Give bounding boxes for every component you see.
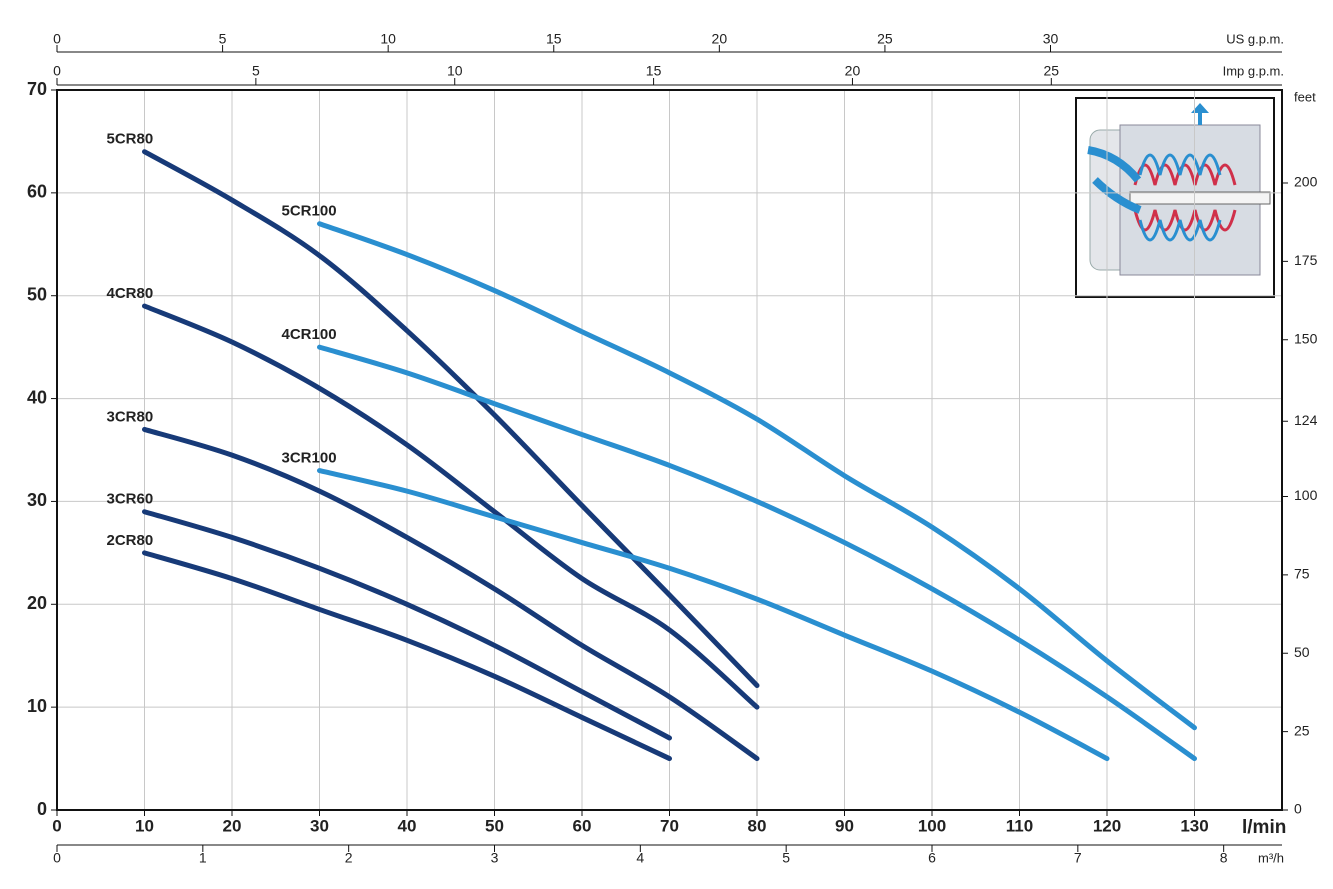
series-label: 5CR80: [107, 131, 154, 148]
x-tick-label: 10: [135, 816, 154, 835]
x-axis-label: l/min: [1242, 817, 1286, 838]
y-tick-label: 30: [27, 490, 47, 510]
x3-axis-label: US g.p.m.: [1226, 31, 1284, 46]
x2-tick-label: 8: [1220, 850, 1228, 866]
x4-tick-label: 15: [646, 63, 662, 79]
x-tick-label: 110: [1006, 816, 1033, 835]
series-label: 4CR80: [107, 285, 154, 302]
series-label: 5CR100: [282, 203, 337, 220]
y2-tick-label: 200: [1294, 174, 1318, 190]
x3-tick-label: 15: [546, 31, 562, 47]
curve: [317, 221, 1197, 731]
x3-tick-label: 25: [877, 31, 893, 47]
curve: [142, 550, 672, 762]
y2-tick-label: 100: [1294, 487, 1318, 503]
series-label: 2CR80: [107, 532, 154, 549]
x-tick-label: 50: [485, 816, 504, 835]
x3-tick-label: 5: [219, 31, 227, 47]
curve: [142, 426, 760, 762]
y2-tick-label: 175: [1294, 252, 1318, 268]
y-tick-label: 0: [37, 799, 47, 819]
y-tick-label: 40: [27, 387, 47, 407]
x2-tick-label: 2: [345, 850, 353, 866]
y2-tick-label: 0: [1294, 801, 1302, 817]
series-label: 3CR60: [107, 491, 154, 508]
x2-tick-label: 0: [53, 850, 61, 866]
x3-tick-label: 10: [380, 31, 396, 47]
x4-axis-label: Imp g.p.m.: [1223, 63, 1284, 78]
y2-tick-label: 150: [1294, 330, 1318, 346]
x3-tick-label: 20: [712, 31, 728, 47]
x-tick-label: 0: [52, 816, 61, 835]
y2-axis-label: feet: [1294, 89, 1316, 104]
x2-tick-label: 4: [636, 850, 644, 866]
y-tick-label: 60: [27, 182, 47, 202]
x2-tick-label: 1: [199, 850, 207, 866]
x4-tick-label: 5: [252, 63, 260, 79]
x-tick-label: 100: [918, 816, 946, 835]
x-tick-label: 30: [310, 816, 329, 835]
x-tick-label: 70: [660, 816, 679, 835]
y-tick-label: 20: [27, 593, 47, 613]
curve: [142, 303, 760, 710]
plot-layer: 0 10 20 30 40 50 60 70 80 90 100 110 120 130010203040…: [27, 31, 1318, 866]
y-tick-label: 10: [27, 696, 47, 716]
y-tick-label: 70: [27, 79, 47, 99]
x4-tick-label: 10: [447, 63, 463, 79]
x-tick-label: 40: [398, 816, 417, 835]
y2-tick-label: 50: [1294, 644, 1310, 660]
x3-tick-label: 0: [53, 31, 61, 47]
x2-tick-label: 5: [782, 850, 790, 866]
y2-tick-label: 124: [1294, 412, 1318, 428]
y-tick-label: 50: [27, 284, 47, 304]
x-tick-label: 90: [835, 816, 854, 835]
x4-tick-label: 20: [845, 63, 861, 79]
x4-tick-label: 0: [53, 63, 61, 79]
y2-tick-label: 25: [1294, 722, 1310, 738]
curve: [317, 344, 1197, 762]
curve: [142, 149, 760, 689]
x-tick-label: 60: [573, 816, 592, 835]
x2-tick-label: 6: [928, 850, 936, 866]
x-tick-label: 120: [1093, 816, 1121, 835]
x-tick-label: 130: [1180, 816, 1208, 835]
curve: [142, 509, 672, 741]
x3-tick-label: 30: [1043, 31, 1059, 47]
x2-tick-label: 7: [1074, 850, 1082, 866]
x2-axis-label: m³/h: [1258, 850, 1284, 865]
x4-tick-label: 25: [1044, 63, 1060, 79]
curve: [317, 468, 1110, 762]
pump-inset: [1075, 97, 1275, 298]
x-tick-label: 80: [748, 816, 767, 835]
x-tick-label: 20: [223, 816, 242, 835]
series-label: 3CR100: [282, 450, 337, 467]
y2-tick-label: 75: [1294, 566, 1310, 582]
series-label: 4CR100: [282, 326, 337, 343]
plot-frame: [56, 89, 1283, 811]
series-label: 3CR80: [107, 408, 154, 425]
x2-tick-label: 3: [491, 850, 499, 866]
